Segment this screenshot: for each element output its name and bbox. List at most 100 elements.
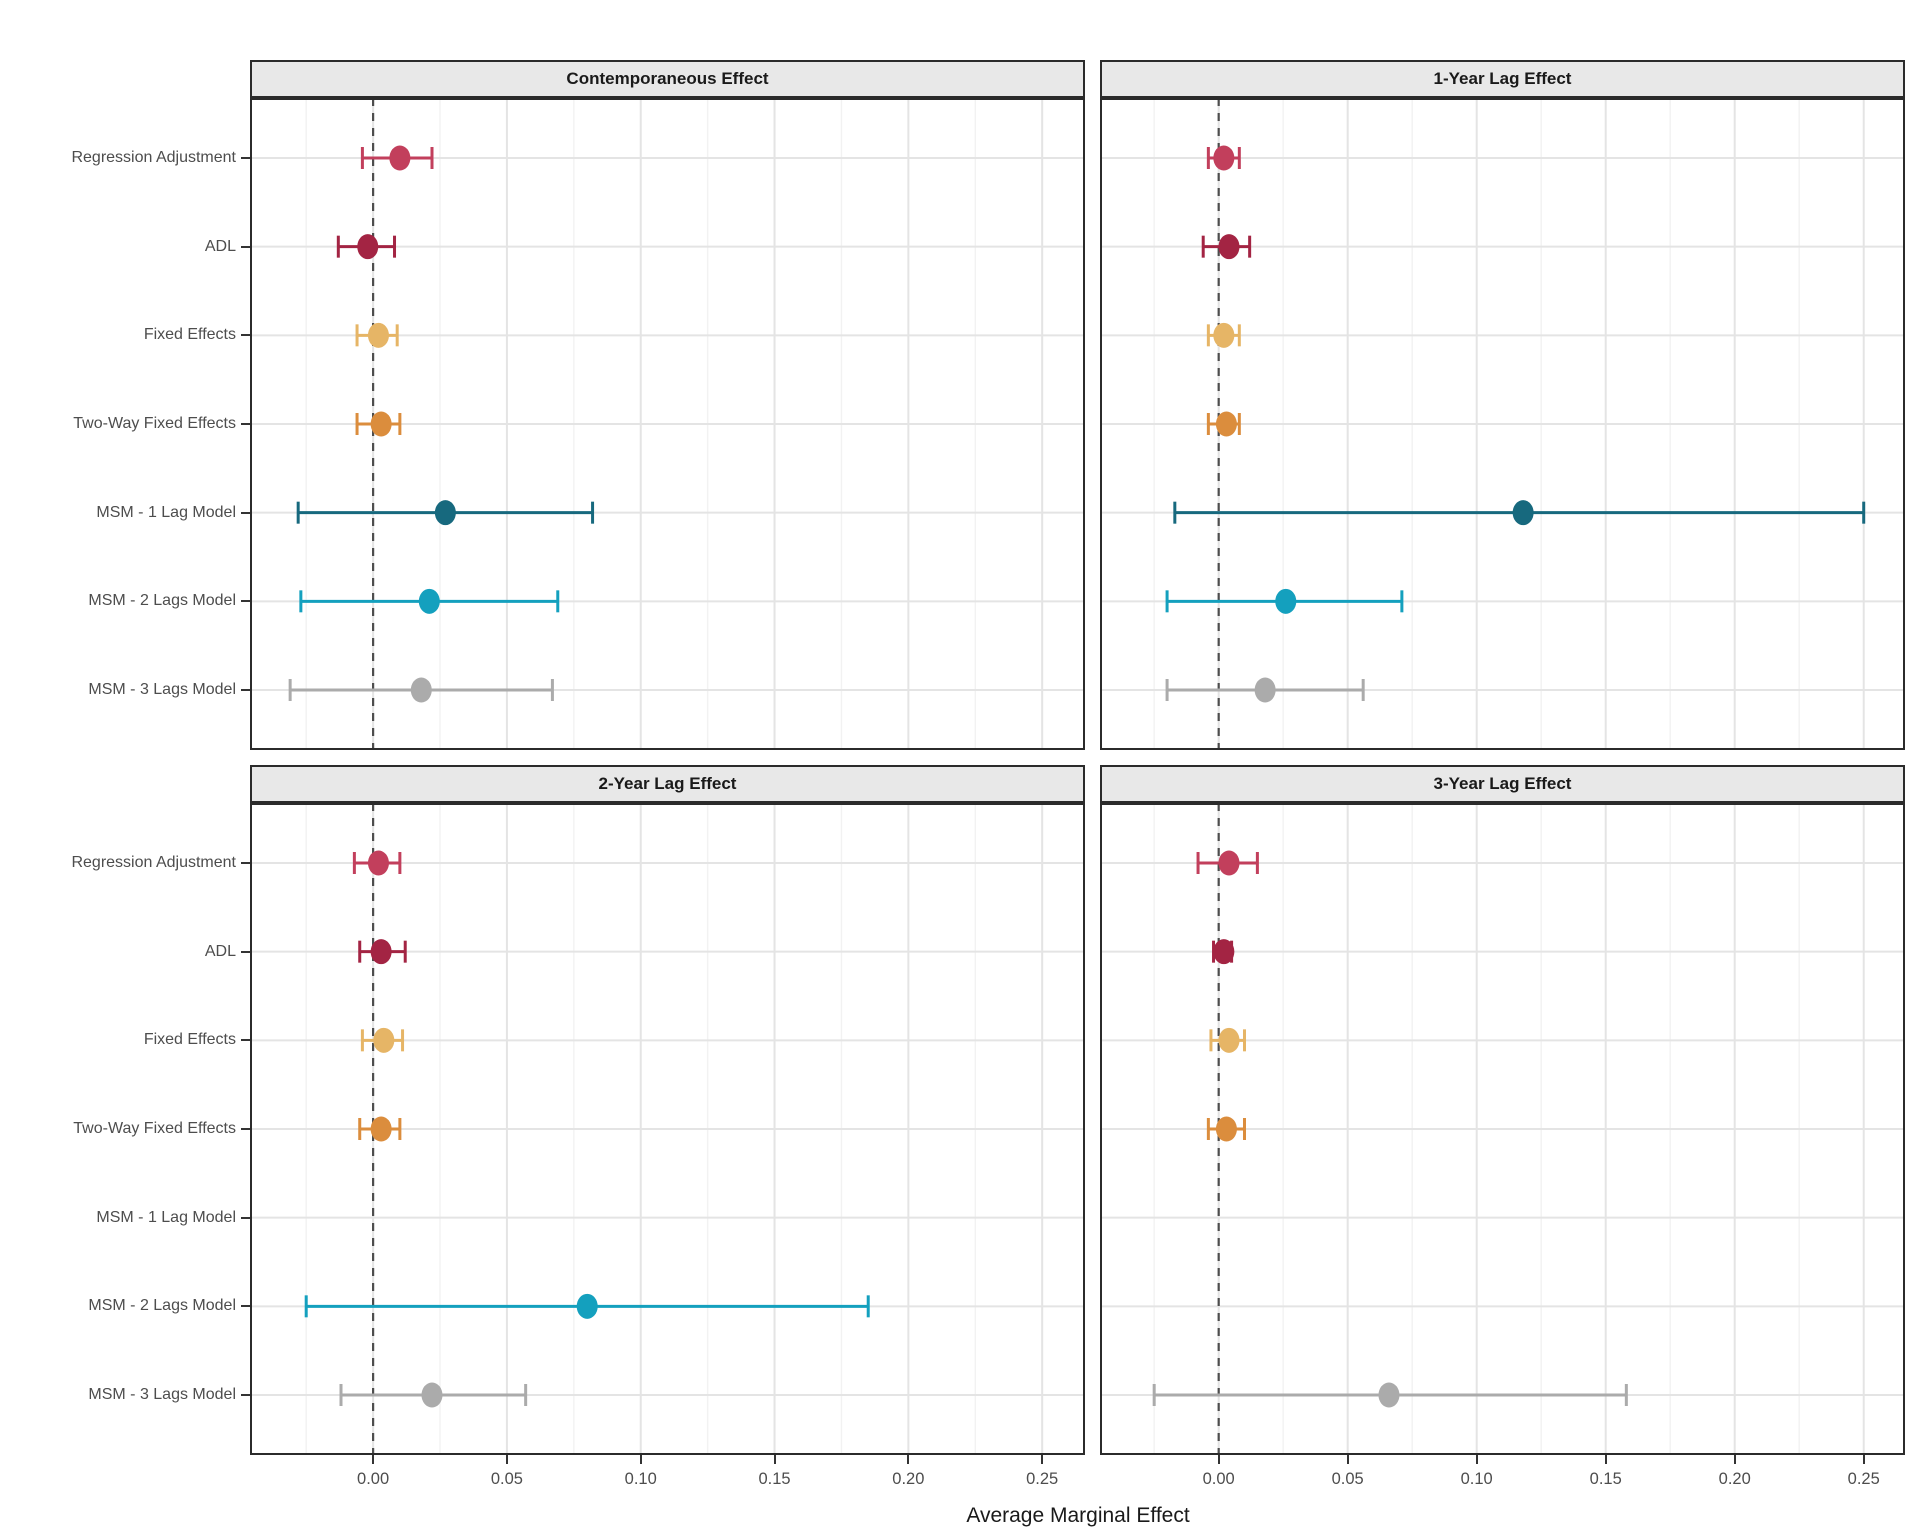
x-tick-label: 0.25 — [1847, 1470, 1880, 1488]
point-estimate — [1215, 411, 1237, 437]
x-tick-mark — [1475, 1455, 1478, 1464]
x-tick-mark — [1733, 1455, 1736, 1464]
panel-border — [250, 98, 1085, 750]
y-tick-mark — [241, 950, 250, 953]
estimate-fixed-effects — [360, 1027, 405, 1053]
point-estimate — [1218, 234, 1240, 260]
estimate-adl — [1212, 939, 1235, 965]
y-axis-label: Fixed Effects — [143, 326, 236, 344]
estimate-regression-adjustment — [1206, 145, 1241, 171]
x-tick-label: 0.05 — [1331, 1470, 1364, 1488]
estimate-msm-2-lags-model — [1165, 588, 1404, 614]
y-tick-mark — [241, 157, 250, 159]
y-axis-label: ADL — [204, 942, 236, 960]
point-estimate — [370, 1116, 392, 1142]
point-estimate — [1213, 939, 1235, 965]
panel-header-1-year-lag: 1-Year Lag Effect — [1100, 60, 1905, 98]
x-tick-mark — [773, 1455, 776, 1464]
panel-title: 1-Year Lag Effect — [1433, 69, 1572, 88]
y-tick-mark — [241, 334, 250, 337]
y-tick-mark — [241, 423, 250, 425]
x-tick-label: 0.10 — [1460, 1470, 1493, 1488]
x-tick-mark — [639, 1455, 642, 1464]
point-estimate — [1215, 1116, 1237, 1142]
y-axis-label: Regression Adjustment — [71, 854, 236, 871]
panel-border — [1100, 98, 1905, 750]
point-estimate — [434, 500, 456, 526]
panel-header-2-year-lag: 2-Year Lag Effect — [250, 765, 1085, 803]
y-axis-label: MSM - 3 Lags Model — [88, 681, 236, 698]
y-axis-label: MSM - 1 Lag Model — [96, 1208, 236, 1226]
estimate-fixed-effects — [1209, 1027, 1246, 1053]
point-estimate — [421, 1382, 443, 1408]
y-axis-label: MSM - 1 Lag Model — [96, 503, 236, 521]
y-tick-mark — [241, 1039, 250, 1042]
y-tick-mark — [241, 1394, 250, 1396]
x-tick-mark — [1604, 1455, 1607, 1464]
point-estimate — [367, 322, 389, 348]
point-estimate — [357, 234, 379, 260]
point-estimate — [1512, 500, 1534, 526]
y-axis-label: MSM - 2 Lags Model — [88, 1297, 236, 1315]
point-estimate — [576, 1293, 598, 1319]
estimate-msm-3-lags-model — [288, 677, 554, 703]
x-tick-mark — [505, 1455, 508, 1464]
panel-plot-contemporaneous — [250, 98, 1085, 750]
estimate-regression-adjustment — [352, 850, 402, 876]
estimate-regression-adjustment — [1196, 850, 1259, 876]
y-axis-label: MSM - 2 Lags Model — [88, 592, 236, 610]
y-tick-mark — [241, 245, 250, 248]
point-estimate — [1275, 588, 1297, 614]
estimate-two-way-fixed-effects — [1206, 1116, 1246, 1142]
x-tick-label: 0.00 — [1202, 1470, 1235, 1488]
point-estimate — [1218, 850, 1240, 876]
x-tick-mark — [1862, 1455, 1865, 1464]
point-estimate — [418, 588, 440, 614]
point-estimate — [1378, 1382, 1400, 1408]
x-tick-mark — [372, 1455, 375, 1464]
y-axis-label: Regression Adjustment — [71, 149, 236, 166]
panel-header-3-year-lag: 3-Year Lag Effect — [1100, 765, 1905, 803]
point-estimate — [1213, 322, 1235, 348]
y-axis-label: MSM - 3 Lags Model — [88, 1386, 236, 1403]
estimate-adl — [358, 939, 407, 965]
point-estimate — [1213, 145, 1235, 171]
y-axis-label: Two-Way Fixed Effects — [73, 1120, 236, 1137]
x-tick-mark — [1346, 1455, 1349, 1464]
y-tick-mark — [241, 600, 250, 603]
point-estimate — [370, 939, 392, 965]
point-estimate — [1218, 1027, 1240, 1053]
x-tick-label: 0.20 — [892, 1470, 925, 1488]
panel-title: Contemporaneous Effect — [566, 69, 769, 88]
x-tick-label: 0.20 — [1718, 1470, 1751, 1488]
estimate-adl — [1201, 234, 1252, 260]
estimate-fixed-effects — [1206, 322, 1241, 348]
estimate-msm-3-lags-model — [339, 1382, 528, 1408]
estimate-msm-2-lags-model — [304, 1293, 870, 1319]
x-tick-mark — [1041, 1455, 1044, 1464]
x-tick-mark — [1217, 1455, 1220, 1464]
panel-border — [1100, 803, 1905, 1455]
x-tick-label: 0.15 — [1589, 1470, 1622, 1488]
point-estimate — [389, 145, 411, 171]
x-axis-title: Average Marginal Effect — [966, 1504, 1190, 1527]
estimate-msm-2-lags-model — [299, 588, 560, 614]
point-estimate — [370, 411, 392, 437]
y-axis-label: ADL — [204, 237, 236, 255]
estimate-msm-3-lags-model — [1165, 677, 1365, 703]
y-tick-mark — [241, 1128, 250, 1130]
y-axis-label: Two-Way Fixed Effects — [73, 415, 236, 432]
y-tick-mark — [241, 862, 250, 864]
estimate-adl — [336, 234, 397, 260]
panel-border — [250, 803, 1085, 1455]
estimate-regression-adjustment — [360, 145, 434, 171]
panel-title: 2-Year Lag Effect — [598, 774, 737, 793]
estimate-fixed-effects — [355, 322, 399, 348]
point-estimate — [410, 677, 432, 703]
y-tick-mark — [241, 1305, 250, 1308]
x-tick-label: 0.10 — [624, 1470, 657, 1488]
panel-title: 3-Year Lag Effect — [1433, 774, 1572, 793]
panel-header-contemporaneous: Contemporaneous Effect — [250, 60, 1085, 98]
estimate-msm-3-lags-model — [1152, 1382, 1628, 1408]
